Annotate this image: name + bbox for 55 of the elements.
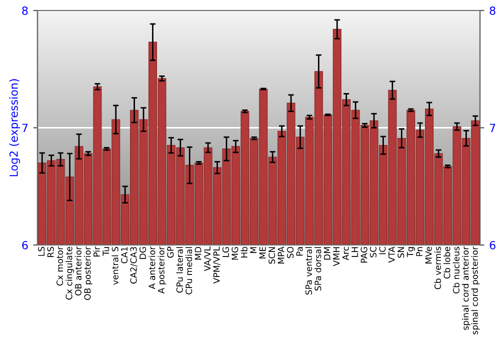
x-tick-label: Cb nucleus bbox=[452, 246, 460, 294]
x-tick-label: CA1 bbox=[121, 247, 128, 264]
y2-tick-label: 6 bbox=[490, 240, 496, 250]
x-tick-label: LS bbox=[38, 246, 45, 256]
x-tick-label: VPM/VPL bbox=[213, 246, 220, 284]
x-tick-label: LH bbox=[352, 247, 358, 257]
x-tick-label: Cx motor bbox=[56, 246, 64, 286]
x-tick-label: LG bbox=[222, 247, 229, 258]
x-tick-label: DG bbox=[140, 247, 146, 259]
x-tick-label: ME bbox=[259, 246, 266, 258]
x-tick-label: spinal cord posterior bbox=[471, 246, 480, 334]
x-tick-label: MD bbox=[194, 246, 202, 260]
x-tick-label: Hb bbox=[240, 246, 248, 258]
x-tick-label: spinal cord anterior bbox=[462, 246, 470, 330]
x-tick-label: DM bbox=[324, 247, 330, 260]
x-tick-label: SN bbox=[398, 247, 404, 258]
x-tick-label: VMH bbox=[333, 247, 340, 266]
x-tick-label: OB posterior bbox=[84, 246, 92, 300]
x-tick-label: Tu bbox=[102, 247, 110, 256]
x-tick-label: SO bbox=[287, 246, 294, 258]
y2-tick-label: 8 bbox=[490, 6, 496, 15]
x-tick-label: VTA bbox=[388, 246, 395, 263]
x-tick-label: CPu lateral bbox=[176, 247, 183, 293]
x-tick-label: Cb lobe bbox=[444, 246, 450, 279]
x-tick-label: Cb vermis bbox=[434, 246, 442, 290]
x-tick-label: ventral S bbox=[112, 246, 118, 285]
x-tick-label: CPu medial bbox=[185, 247, 192, 294]
x-tick-label: Tg bbox=[406, 247, 416, 258]
x-tick-label: MPA bbox=[278, 246, 284, 264]
x-tick-label: Pir bbox=[93, 246, 100, 256]
x-tick-label: SPa ventral bbox=[305, 247, 312, 295]
x-tick-label: CA2/CA3 bbox=[130, 247, 138, 284]
x-tick-label: Cx cingulate bbox=[66, 246, 74, 300]
x-tick-label: VA/VL bbox=[204, 246, 212, 272]
x-tick-label: MVe bbox=[425, 246, 432, 264]
y-tick-label: 6 bbox=[22, 240, 28, 250]
x-tick-label: Pn bbox=[416, 247, 422, 256]
x-tick-label: A posterior bbox=[158, 246, 166, 294]
x-tick-label: OB anterior bbox=[74, 246, 82, 296]
y-tick-label: 7 bbox=[22, 124, 28, 132]
x-tick-label: Pa bbox=[296, 247, 303, 256]
y-tick-label: 8 bbox=[22, 6, 28, 15]
x-tick-label: IC bbox=[379, 246, 386, 254]
x-tick-label: PAG bbox=[360, 247, 368, 263]
x-tick-label: GP bbox=[167, 246, 174, 258]
x-tick-label: SCN bbox=[268, 247, 276, 264]
x-tick-label: Arc bbox=[342, 246, 349, 260]
x-tick-label: A anterior bbox=[148, 246, 156, 290]
x-tick-label: M bbox=[250, 247, 257, 253]
x-tick-label: SC bbox=[370, 246, 376, 258]
x-tick-label: SPa dorsal bbox=[314, 247, 322, 291]
x-tick-label: MG bbox=[232, 247, 238, 260]
y-axis-title: Log2 (expression) bbox=[9, 79, 20, 176]
x-tick-label: RS bbox=[47, 246, 54, 257]
y2-tick-label: 7 bbox=[490, 124, 496, 132]
